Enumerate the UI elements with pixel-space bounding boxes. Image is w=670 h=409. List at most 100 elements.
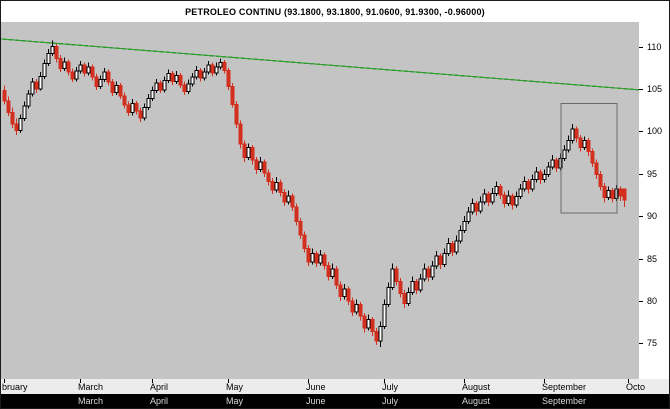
candle-body [282, 191, 287, 203]
candle-body [202, 71, 207, 79]
highlight-box [560, 102, 618, 214]
candle-body [82, 64, 87, 74]
candle-body [610, 190, 615, 199]
candle-body [138, 110, 143, 119]
candle-body [78, 64, 83, 72]
candle-body [126, 104, 131, 114]
candle-body [118, 85, 123, 97]
candle-body [486, 193, 491, 203]
candle-body [506, 195, 511, 204]
candle-body [266, 172, 271, 182]
candle-body [582, 140, 587, 149]
candle-body [290, 195, 295, 208]
candle-body [22, 105, 27, 120]
y-axis-tick [639, 343, 643, 345]
candle-body [338, 284, 343, 298]
candle-body [598, 174, 603, 188]
candle-body [66, 61, 71, 73]
candle-body [94, 76, 99, 87]
candlestick-chart [1, 38, 639, 347]
candle-body [394, 268, 399, 282]
candle-body [458, 230, 463, 242]
candle-body [26, 93, 31, 107]
candle-body [438, 255, 443, 266]
candle-body [546, 166, 551, 176]
x-axis-label: bruary [2, 382, 28, 392]
candle-body [238, 123, 243, 145]
candle-body [618, 188, 623, 197]
candle-body [222, 62, 227, 71]
candle-body [18, 118, 23, 132]
candle-body [318, 254, 323, 264]
x-axis-label: April [150, 382, 169, 392]
candle-body [510, 195, 515, 206]
candle-body [326, 264, 331, 277]
price-plot [1, 22, 639, 379]
candle-body [306, 247, 311, 263]
candle-body [362, 315, 367, 329]
y-axis-tick [639, 131, 643, 133]
x-axis-label: March [78, 382, 104, 392]
candle-body [230, 85, 235, 105]
candle-body [342, 288, 347, 298]
candle-body [274, 181, 279, 191]
x-axis-tick [628, 379, 629, 383]
candle-body [206, 64, 211, 73]
candle-body [606, 190, 611, 199]
candle-body [518, 188, 523, 198]
candle-body [90, 66, 95, 78]
candle-body [538, 171, 543, 181]
bottom-month-label: September [542, 396, 587, 406]
candle-body [278, 181, 283, 193]
candle-body [594, 162, 599, 176]
x-axis-tick [308, 379, 309, 383]
candle-body [218, 62, 223, 68]
candle-body [498, 186, 503, 196]
candle-body [286, 195, 291, 203]
bottom-month-label: May [226, 396, 244, 406]
y-axis-label: 100 [647, 126, 663, 137]
candle-body [526, 180, 531, 190]
candle-body [346, 288, 351, 302]
y-axis-tick [639, 216, 643, 218]
x-axis-label: August [462, 382, 491, 392]
candle-body [350, 300, 355, 313]
candle-body [622, 188, 627, 201]
candle-body [98, 79, 103, 87]
candle-body [242, 143, 247, 159]
candle-body [410, 280, 415, 294]
y-axis-tick [639, 258, 643, 260]
bottom-panel: March April May June July August September [1, 394, 669, 408]
candle-body [258, 161, 263, 171]
y-axis-label: 90 [647, 211, 658, 222]
candle-body [58, 57, 63, 70]
candle-body [534, 171, 539, 181]
candle-body [530, 179, 535, 190]
x-axis-tick [228, 379, 229, 383]
x-axis-tick [152, 379, 153, 383]
candle-body [502, 194, 507, 204]
candle-body [110, 81, 115, 93]
y-axis: 110 105 100 95 90 85 80 75 [639, 22, 669, 379]
candle-body [178, 74, 183, 86]
candle-body [30, 81, 35, 95]
candle-body [406, 292, 411, 305]
candle-body [474, 202, 479, 212]
candle-body [298, 220, 303, 236]
x-axis-label: July [382, 382, 399, 392]
candle-body [46, 52, 51, 65]
candle-body [106, 71, 111, 83]
y-axis-tick [639, 173, 643, 175]
candle-body [158, 82, 163, 91]
x-axis-tick [544, 379, 545, 383]
candle-body [270, 180, 275, 191]
candle-body [590, 151, 595, 164]
candle-body [38, 75, 43, 90]
candle-body [494, 186, 499, 194]
candle-body [490, 192, 495, 203]
candle-body [194, 69, 199, 78]
candle-body [574, 128, 579, 139]
candle-body [166, 73, 171, 82]
candle-body [354, 303, 359, 313]
y-axis-label: 105 [647, 83, 663, 94]
